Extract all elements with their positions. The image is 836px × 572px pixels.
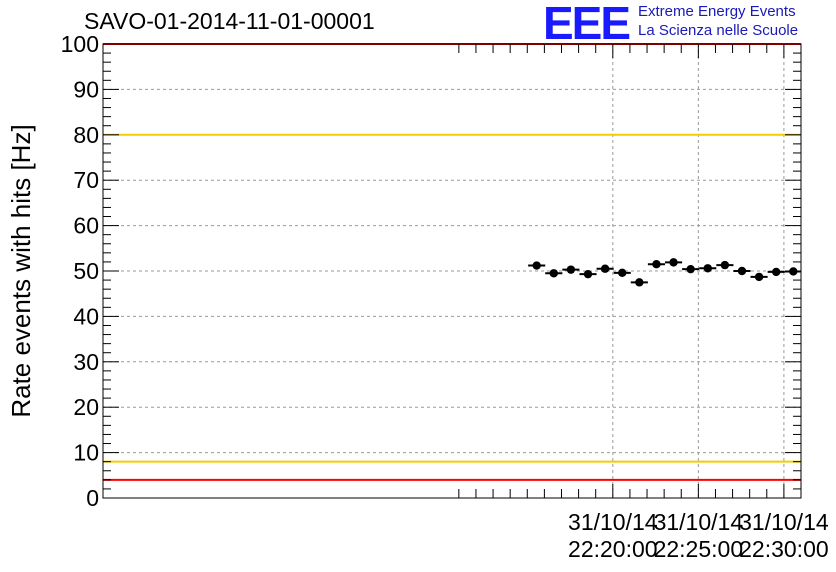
data-point [549,269,558,278]
x-tick-label-time: 22:30:00 [739,536,829,562]
data-point [669,258,678,267]
data-point [737,266,747,276]
data-point [771,267,781,277]
y-tick-label: 10 [73,440,99,466]
data-point [566,265,576,274]
y-tick-label: 90 [73,76,99,102]
data-point [720,260,730,270]
data-point [635,278,644,287]
data-point [652,259,661,269]
data-point [583,269,593,279]
logo-line-1: Extreme Energy Events [638,3,796,20]
data-point [754,272,764,282]
y-tick-label: 30 [73,349,99,375]
x-tick-label-date: 31/10/14 [654,509,744,535]
y-tick-label: 60 [73,213,99,239]
y-tick-label: 100 [61,31,99,57]
x-tick-label-time: 22:20:00 [568,536,658,562]
y-tick-label: 20 [73,394,99,420]
data-point [686,264,695,274]
data-point [600,264,610,273]
logo-text: Extreme Energy Events La Scienza nelle S… [638,2,798,40]
y-tick-label: 70 [73,167,99,193]
data-point [703,264,712,273]
x-tick-label-date: 31/10/14 [739,509,829,535]
x-tick-label-time: 22:25:00 [654,536,744,562]
y-tick-label: 50 [73,258,99,284]
y-tick-label: 40 [73,303,99,329]
y-tick-label: 0 [86,485,99,511]
data-point [789,267,798,276]
data-point [618,268,627,278]
chart-title: SAVO-01-2014-11-01-00001 [84,8,375,34]
eee-logo: EEE [543,0,631,49]
x-tick-label-date: 31/10/14 [568,509,658,535]
data-point [532,261,541,270]
y-axis-label: Rate events with hits [Hz] [6,124,36,417]
y-tick-label: 80 [73,122,99,148]
logo-line-2: La Scienza nelle Scuole [638,22,799,39]
